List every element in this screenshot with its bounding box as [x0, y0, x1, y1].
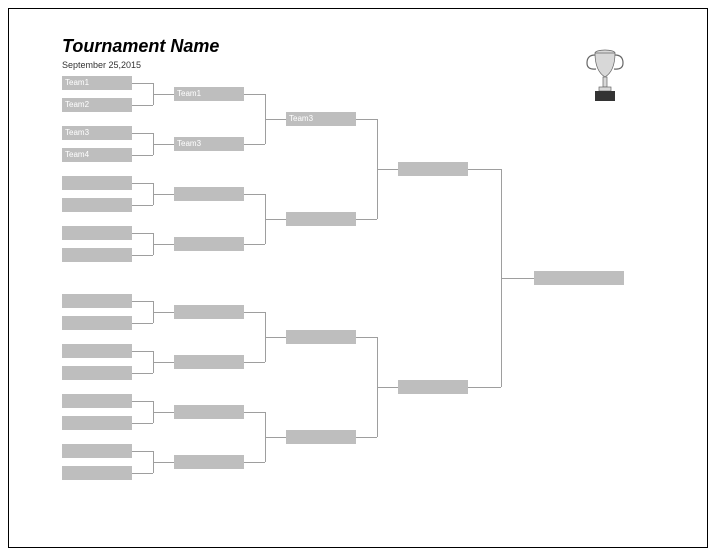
connector-h [356, 219, 377, 220]
slot-r2-0: Team1 [174, 87, 244, 101]
connector-h [132, 133, 153, 134]
connector-h [153, 312, 174, 313]
connector-h [244, 194, 265, 195]
slot-r2-2 [174, 187, 244, 201]
connector-h [132, 183, 153, 184]
connector-h [265, 119, 286, 120]
slot-r4-1 [398, 380, 468, 394]
connector-h [244, 244, 265, 245]
connector-h [265, 437, 286, 438]
connector-h [153, 244, 174, 245]
slot-r2-5 [174, 355, 244, 369]
connector-h [132, 301, 153, 302]
slot-r1-12 [62, 394, 132, 408]
connector-h [244, 312, 265, 313]
slot-r2-7 [174, 455, 244, 469]
slot-r1-5 [62, 198, 132, 212]
connector-h [153, 462, 174, 463]
tournament-title: Tournament Name [62, 36, 219, 57]
slot-r1-10 [62, 344, 132, 358]
slot-r1-11 [62, 366, 132, 380]
slot-r5-0 [534, 271, 624, 285]
connector-h [265, 219, 286, 220]
connector-h [132, 473, 153, 474]
slot-r1-13 [62, 416, 132, 430]
slot-r1-8 [62, 294, 132, 308]
connector-h [132, 373, 153, 374]
connector-h [377, 387, 398, 388]
slot-r1-7 [62, 248, 132, 262]
connector-h [132, 205, 153, 206]
connector-h [132, 233, 153, 234]
connector-h [153, 144, 174, 145]
connector-h [244, 144, 265, 145]
connector-h [244, 94, 265, 95]
connector-h [132, 401, 153, 402]
slot-r3-1 [286, 212, 356, 226]
slot-r1-6 [62, 226, 132, 240]
connector-h [132, 255, 153, 256]
slot-r1-9 [62, 316, 132, 330]
connector-h [132, 351, 153, 352]
connector-h [132, 451, 153, 452]
slot-r2-6 [174, 405, 244, 419]
connector-h [132, 155, 153, 156]
slot-r2-4 [174, 305, 244, 319]
connector-h [468, 387, 501, 388]
slot-r1-14 [62, 444, 132, 458]
slot-r2-1: Team3 [174, 137, 244, 151]
slot-r3-0: Team3 [286, 112, 356, 126]
connector-h [132, 83, 153, 84]
connector-h [501, 278, 534, 279]
slot-r1-1: Team2 [62, 98, 132, 112]
connector-h [377, 169, 398, 170]
connector-h [356, 119, 377, 120]
slot-r3-3 [286, 430, 356, 444]
connector-h [153, 412, 174, 413]
slot-r1-0: Team1 [62, 76, 132, 90]
slot-r2-3 [174, 237, 244, 251]
slot-r4-0 [398, 162, 468, 176]
tournament-date: September 25,2015 [62, 60, 141, 70]
connector-h [244, 362, 265, 363]
connector-h [153, 94, 174, 95]
connector-h [153, 362, 174, 363]
connector-h [356, 437, 377, 438]
connector-h [244, 412, 265, 413]
slot-r1-3: Team4 [62, 148, 132, 162]
connector-h [356, 337, 377, 338]
connector-h [265, 337, 286, 338]
connector-h [468, 169, 501, 170]
trophy-icon [585, 45, 680, 110]
connector-h [132, 105, 153, 106]
connector-h [153, 194, 174, 195]
slot-r3-2 [286, 330, 356, 344]
slot-r1-15 [62, 466, 132, 480]
connector-h [132, 323, 153, 324]
slot-r1-4 [62, 176, 132, 190]
connector-h [244, 462, 265, 463]
slot-r1-2: Team3 [62, 126, 132, 140]
connector-h [132, 423, 153, 424]
